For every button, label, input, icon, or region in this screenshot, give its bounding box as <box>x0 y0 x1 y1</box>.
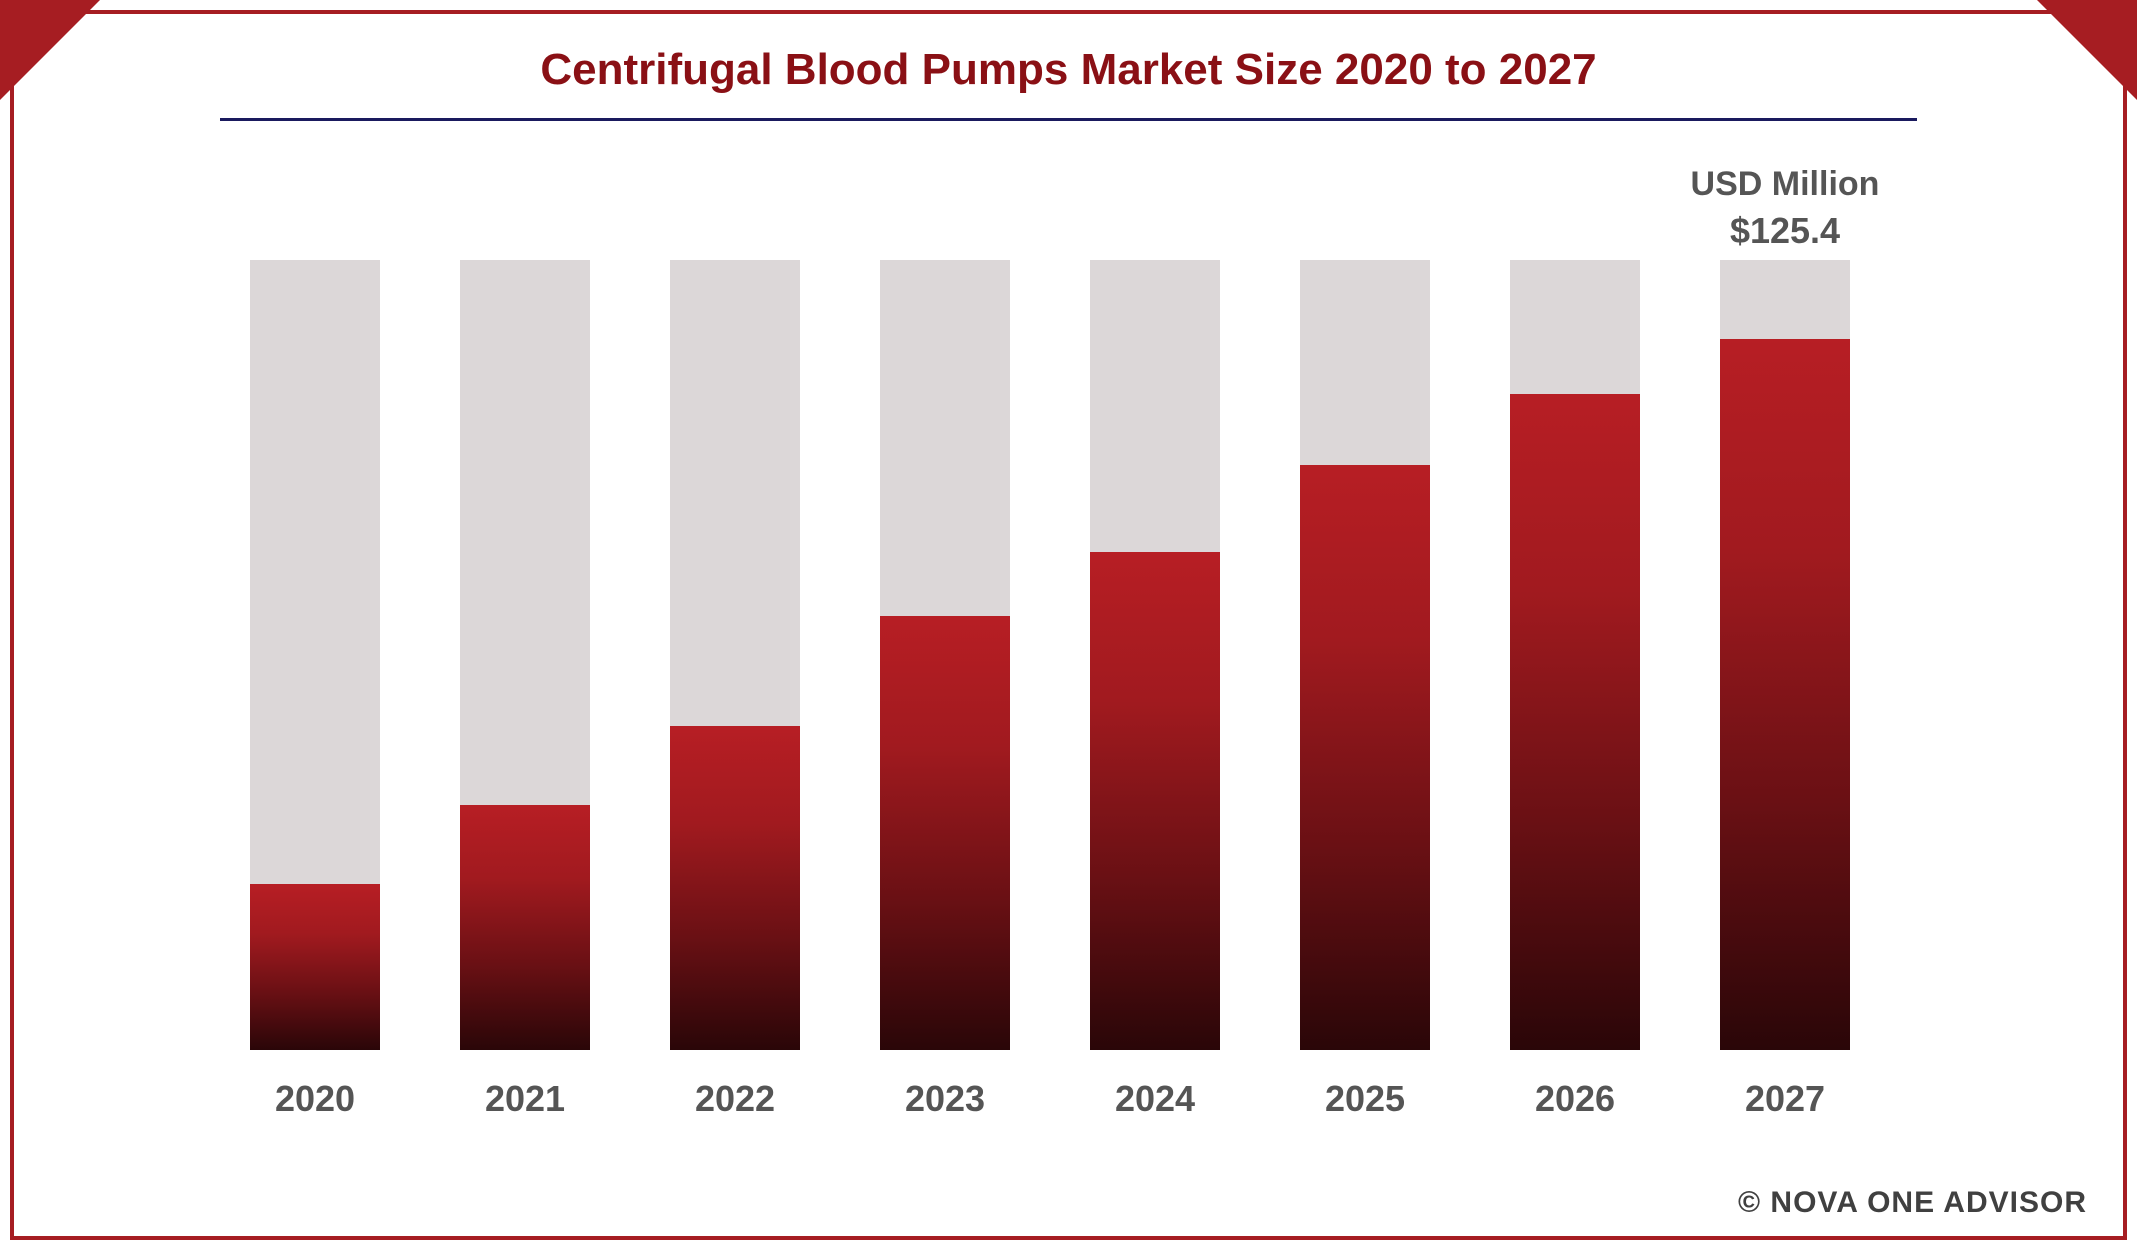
bar-2022 <box>670 260 800 1050</box>
bar-fill <box>1300 465 1430 1050</box>
x-axis-label: 2021 <box>460 1078 590 1120</box>
bar-2027 <box>1720 260 1850 1050</box>
x-axis-label: 2027 <box>1720 1078 1850 1120</box>
final-value-label: $125.4 <box>1700 210 1870 252</box>
x-axis-label: 2026 <box>1510 1078 1640 1120</box>
x-axis-label: 2022 <box>670 1078 800 1120</box>
bar-2023 <box>880 260 1010 1050</box>
title-underline <box>220 118 1917 121</box>
bar-fill <box>880 616 1010 1051</box>
bar-2020 <box>250 260 380 1050</box>
bar-fill <box>250 884 380 1050</box>
chart-area: 20202021202220232024202520262027USD Mill… <box>250 260 1930 1050</box>
bar-fill <box>1510 394 1640 1050</box>
bar-fill <box>1720 339 1850 1050</box>
bar-2026 <box>1510 260 1640 1050</box>
bar-fill <box>460 805 590 1050</box>
bar-2021 <box>460 260 590 1050</box>
bar-fill <box>1090 552 1220 1050</box>
x-axis-label: 2025 <box>1300 1078 1430 1120</box>
copyright-text: © NOVA ONE ADVISOR <box>1738 1186 2087 1220</box>
x-axis-label: 2024 <box>1090 1078 1220 1120</box>
bar-2025 <box>1300 260 1430 1050</box>
bar-2024 <box>1090 260 1220 1050</box>
unit-label: USD Million <box>1680 165 1890 204</box>
x-axis-label: 2020 <box>250 1078 380 1120</box>
chart-title: Centrifugal Blood Pumps Market Size 2020… <box>0 45 2137 95</box>
bar-fill <box>670 726 800 1050</box>
x-axis-label: 2023 <box>880 1078 1010 1120</box>
